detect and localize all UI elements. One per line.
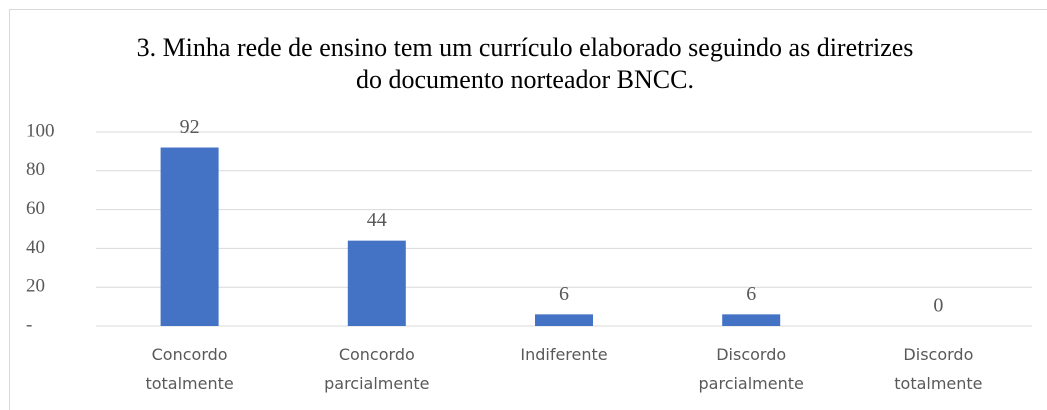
bar xyxy=(347,240,406,326)
bar xyxy=(722,314,781,326)
x-tick-label: Discordo totalmente xyxy=(894,345,983,393)
data-label: 6 xyxy=(559,283,569,305)
chart-title: 3. Minha rede de ensino tem um currículo… xyxy=(136,33,914,94)
y-tick-label: 80 xyxy=(26,159,45,180)
x-tick-label: Concordo parcialmente xyxy=(324,345,430,393)
data-label: 6 xyxy=(746,283,756,305)
y-tick-label: - xyxy=(26,314,32,335)
y-tick-label: 20 xyxy=(26,276,45,297)
chart-border xyxy=(9,9,1047,410)
x-tick-label: Concordo totalmente xyxy=(145,345,234,393)
y-tick-label: 100 xyxy=(26,120,55,141)
data-label: 92 xyxy=(180,116,200,138)
x-tick-label: Indiferente xyxy=(520,345,608,364)
x-tick-label: Discordo parcialmente xyxy=(698,345,804,393)
data-label: 44 xyxy=(367,209,387,231)
bar xyxy=(535,314,593,326)
data-label: 0 xyxy=(933,295,943,317)
bar xyxy=(160,147,219,326)
y-tick-label: 40 xyxy=(26,237,45,258)
y-tick-label: 60 xyxy=(26,198,45,219)
